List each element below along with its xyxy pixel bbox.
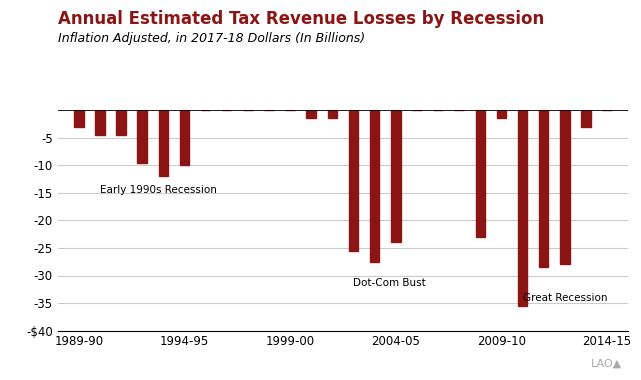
Text: LAO▲: LAO▲ (590, 359, 622, 369)
Bar (74, 110, 83, 127)
Bar (391, 110, 401, 242)
Bar (349, 110, 358, 251)
Bar (306, 110, 316, 119)
Text: Annual Estimated Tax Revenue Losses by Recession: Annual Estimated Tax Revenue Losses by R… (58, 10, 544, 27)
Bar (581, 110, 590, 127)
Bar (137, 110, 147, 163)
Bar (370, 110, 379, 262)
Bar (476, 110, 485, 237)
Text: Early 1990s Recession: Early 1990s Recession (100, 185, 217, 195)
Bar (518, 110, 528, 306)
Bar (560, 110, 570, 264)
Bar (497, 110, 506, 119)
Bar (158, 110, 168, 176)
Text: Inflation Adjusted, in 2017-18 Dollars (In Billions): Inflation Adjusted, in 2017-18 Dollars (… (58, 32, 365, 45)
Bar (116, 110, 126, 135)
Bar (328, 110, 337, 119)
Text: Great Recession: Great Recession (522, 293, 607, 303)
Bar (179, 110, 189, 165)
Bar (539, 110, 549, 267)
Bar (96, 110, 104, 135)
Text: Dot-Com Bust: Dot-Com Bust (353, 278, 426, 288)
